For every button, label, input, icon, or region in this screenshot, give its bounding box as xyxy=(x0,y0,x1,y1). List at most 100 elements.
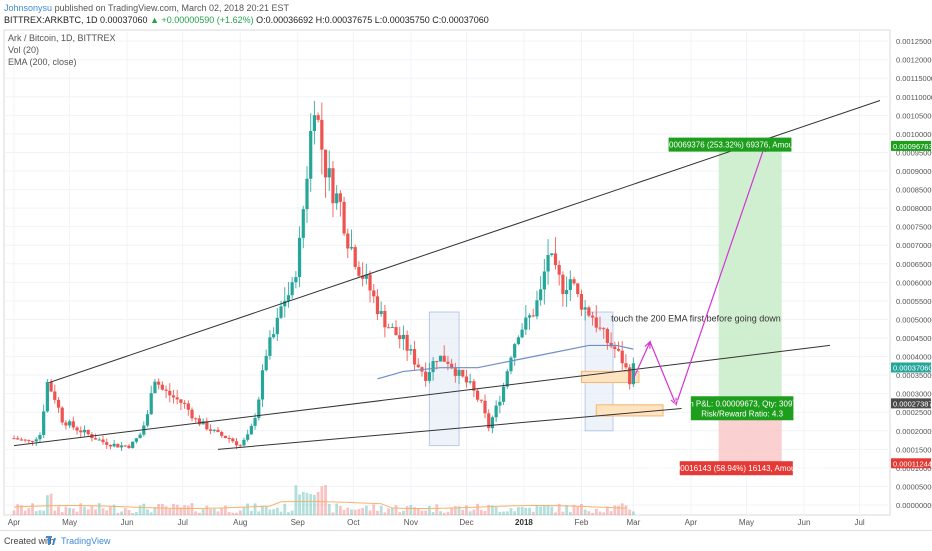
candle-body[interactable] xyxy=(27,440,31,442)
candle-body[interactable] xyxy=(149,393,153,415)
candle-body[interactable] xyxy=(372,290,376,297)
candle-body[interactable] xyxy=(565,289,569,295)
candle-body[interactable] xyxy=(631,363,635,385)
candle-body[interactable] xyxy=(361,275,365,279)
candle-body[interactable] xyxy=(327,168,331,178)
candle-body[interactable] xyxy=(316,115,320,120)
candle-body[interactable] xyxy=(475,390,480,400)
candle-body[interactable] xyxy=(64,422,68,426)
candle-body[interactable] xyxy=(394,327,398,336)
candle-body[interactable] xyxy=(405,334,409,351)
candle-body[interactable] xyxy=(56,399,61,408)
candle-body[interactable] xyxy=(368,274,372,291)
candle-body[interactable] xyxy=(286,295,291,301)
candle-body[interactable] xyxy=(260,370,265,400)
candle-body[interactable] xyxy=(53,391,57,400)
candle-body[interactable] xyxy=(227,438,231,440)
candle-body[interactable] xyxy=(346,233,350,249)
candle-body[interactable] xyxy=(513,344,517,358)
candle-body[interactable] xyxy=(116,443,120,448)
candle-body[interactable] xyxy=(453,368,457,376)
stop-label[interactable] xyxy=(679,461,793,476)
candle-body[interactable] xyxy=(119,445,124,448)
candle-body[interactable] xyxy=(568,279,572,290)
candle-body[interactable] xyxy=(253,417,257,426)
price-chart[interactable]: 0.00125000 0.00120000 0.00115000 0.00110000… xyxy=(0,0,932,530)
candle-body[interactable] xyxy=(279,306,283,318)
candle-body[interactable] xyxy=(34,439,38,442)
candle-body[interactable] xyxy=(424,371,428,381)
candle-body[interactable] xyxy=(590,315,595,318)
candle-body[interactable] xyxy=(45,382,49,412)
candle-body[interactable] xyxy=(197,418,202,425)
candle-body[interactable] xyxy=(71,421,75,428)
candle-body[interactable] xyxy=(505,371,509,387)
candle-body[interactable] xyxy=(379,310,383,315)
candle-body[interactable] xyxy=(357,266,361,276)
candle-body[interactable] xyxy=(342,201,346,234)
candle-body[interactable] xyxy=(401,334,406,340)
candle-body[interactable] xyxy=(82,429,87,433)
candle-body[interactable] xyxy=(468,381,472,383)
candle-body[interactable] xyxy=(12,438,16,440)
candle-body[interactable] xyxy=(587,307,591,316)
candle-body[interactable] xyxy=(294,277,298,283)
candle-body[interactable] xyxy=(249,425,253,435)
legend-volume[interactable]: Vol (20) xyxy=(8,45,40,55)
candle-body[interactable] xyxy=(79,430,83,433)
candle-body[interactable] xyxy=(175,397,179,400)
candle-body[interactable] xyxy=(208,429,213,431)
candle-body[interactable] xyxy=(105,442,109,445)
candle-body[interactable] xyxy=(487,413,491,429)
candle-body[interactable] xyxy=(457,369,461,376)
annotation-text[interactable]: touch the 200 EMA first before going dow… xyxy=(611,313,781,323)
candle-body[interactable] xyxy=(93,438,98,440)
candle-body[interactable] xyxy=(223,435,228,439)
candle-body[interactable] xyxy=(297,237,302,278)
candle-body[interactable] xyxy=(576,283,580,295)
candle-body[interactable] xyxy=(561,274,565,295)
candle-body[interactable] xyxy=(553,253,558,266)
candle-body[interactable] xyxy=(290,282,294,296)
candle-body[interactable] xyxy=(498,401,502,406)
candle-body[interactable] xyxy=(494,405,498,418)
candle-body[interactable] xyxy=(331,168,335,204)
candle-body[interactable] xyxy=(212,429,216,431)
candle-body[interactable] xyxy=(30,440,35,442)
highlight-box-dec[interactable] xyxy=(428,311,460,447)
candle-body[interactable] xyxy=(349,247,354,249)
candle-body[interactable] xyxy=(579,294,584,310)
candle-body[interactable] xyxy=(242,439,246,446)
candle-body[interactable] xyxy=(594,317,598,328)
candle-body[interactable] xyxy=(557,265,561,275)
candle-body[interactable] xyxy=(183,402,187,404)
candle-body[interactable] xyxy=(216,429,220,432)
candle-body[interactable] xyxy=(238,445,242,447)
candle-body[interactable] xyxy=(168,390,172,396)
candle-body[interactable] xyxy=(131,441,135,448)
legend-ema[interactable]: EMA (200, close) xyxy=(8,57,77,67)
candle-body[interactable] xyxy=(60,407,64,423)
candle-body[interactable] xyxy=(472,381,476,391)
candle-body[interactable] xyxy=(572,279,576,284)
candle-body[interactable] xyxy=(335,193,339,204)
candle-body[interactable] xyxy=(442,355,446,362)
ema-200-line[interactable] xyxy=(377,344,634,380)
trendline-lower-channel[interactable] xyxy=(13,344,830,447)
candle-body[interactable] xyxy=(134,438,138,442)
candle-body[interactable] xyxy=(320,119,324,150)
candle-body[interactable] xyxy=(375,296,380,315)
candle-body[interactable] xyxy=(275,317,279,335)
candle-body[interactable] xyxy=(416,364,420,368)
candle-body[interactable] xyxy=(520,329,524,338)
candle-body[interactable] xyxy=(461,369,465,377)
candle-body[interactable] xyxy=(598,327,602,329)
candle-body[interactable] xyxy=(301,209,305,238)
candle-body[interactable] xyxy=(49,382,53,392)
candle-body[interactable] xyxy=(364,274,368,279)
candle-body[interactable] xyxy=(272,334,276,338)
candle-body[interactable] xyxy=(323,149,328,178)
candle-body[interactable] xyxy=(435,361,439,363)
trendline-support[interactable] xyxy=(217,408,682,450)
candle-body[interactable] xyxy=(386,327,391,329)
